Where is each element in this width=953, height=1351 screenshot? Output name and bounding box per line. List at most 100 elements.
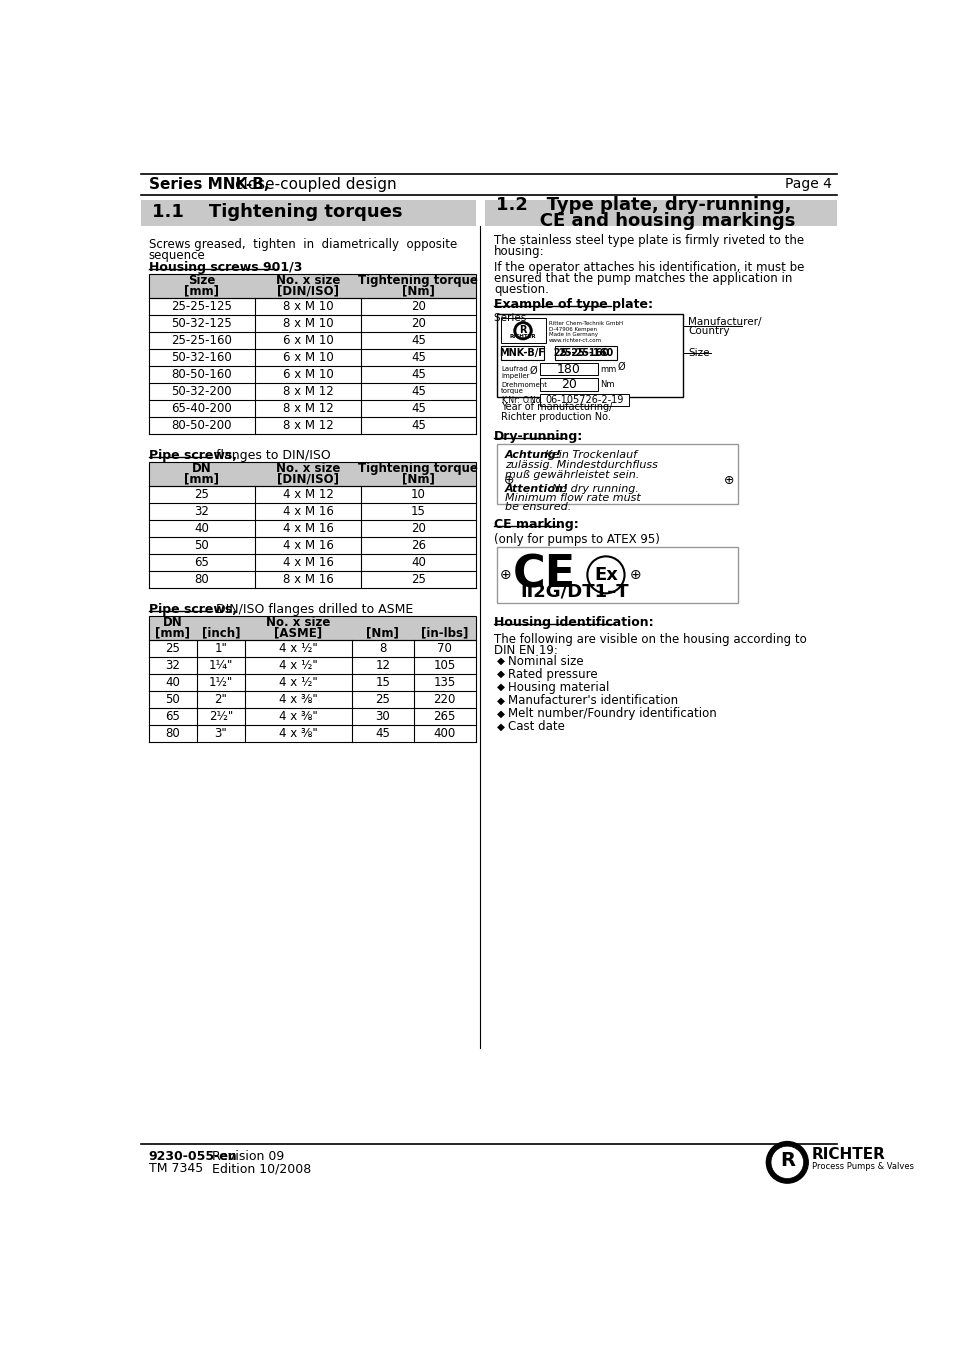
Text: ⊕: ⊕ (503, 474, 514, 488)
Text: 220: 220 (433, 693, 456, 707)
Text: 45: 45 (411, 351, 425, 365)
Text: 2": 2" (214, 693, 227, 707)
Text: 8 x M 16: 8 x M 16 (282, 573, 333, 586)
Text: Tightening torque: Tightening torque (358, 274, 477, 288)
Text: The following are visible on the housing according to: The following are visible on the housing… (494, 634, 806, 646)
Text: 4 x ⅜": 4 x ⅜" (278, 727, 317, 740)
Text: 1.2   Type plate, dry-running,: 1.2 Type plate, dry-running, (496, 196, 791, 215)
Circle shape (513, 322, 532, 340)
Text: DIN/ISO flanges drilled to ASME: DIN/ISO flanges drilled to ASME (212, 604, 413, 616)
Text: [mm]: [mm] (184, 284, 219, 297)
Text: 265: 265 (433, 711, 456, 723)
Text: Pipe screws,: Pipe screws, (149, 604, 236, 616)
Text: Minimum flow rate must: Minimum flow rate must (505, 493, 640, 503)
Text: 50: 50 (165, 693, 180, 707)
Text: 1.1    Tightening torques: 1.1 Tightening torques (152, 203, 402, 222)
Text: 26: 26 (411, 539, 425, 553)
Text: 80-50-160: 80-50-160 (172, 367, 232, 381)
Text: [Nm]: [Nm] (401, 284, 435, 297)
Text: 15: 15 (375, 676, 390, 689)
Text: Richter production No.: Richter production No. (500, 412, 611, 422)
Text: 4 x ⅜": 4 x ⅜" (278, 711, 317, 723)
Text: muß gewährleistet sein.: muß gewährleistet sein. (505, 470, 639, 480)
Text: 1¼": 1¼" (209, 659, 233, 673)
Text: housing:: housing: (494, 245, 544, 258)
Text: Screws greased,  tighten  in  diametrically  opposite: Screws greased, tighten in diametrically… (149, 238, 456, 251)
Text: No. x size: No. x size (266, 616, 330, 630)
Text: question.: question. (494, 282, 549, 296)
Text: ◆: ◆ (497, 721, 505, 731)
Text: No dry running.: No dry running. (551, 484, 638, 494)
Text: Series —: Series — (494, 313, 539, 323)
Text: 45: 45 (411, 419, 425, 432)
Text: 180: 180 (557, 363, 580, 376)
Circle shape (770, 1146, 802, 1178)
Text: 25-25-160: 25-25-160 (546, 349, 608, 358)
Text: 40: 40 (411, 557, 425, 569)
Text: [DIN/ISO]: [DIN/ISO] (276, 471, 338, 485)
Text: Housing identification:: Housing identification: (494, 616, 654, 630)
Text: [in-lbs]: [in-lbs] (420, 626, 468, 639)
Text: 20: 20 (411, 521, 425, 535)
Text: 20: 20 (411, 317, 425, 331)
Text: 4 x ½": 4 x ½" (278, 659, 317, 673)
Text: R: R (518, 326, 526, 335)
Text: Size: Size (188, 274, 215, 288)
Bar (555, 346, 617, 359)
Text: impeller: impeller (500, 373, 529, 380)
Text: 8 x M 12: 8 x M 12 (282, 385, 333, 399)
Text: ◆: ◆ (497, 669, 505, 680)
Text: 45: 45 (411, 367, 425, 381)
Text: 1": 1" (214, 642, 227, 655)
Text: Rated pressure: Rated pressure (508, 667, 598, 681)
Text: 4 x M 16: 4 x M 16 (282, 539, 333, 553)
Text: Edition 10/2008: Edition 10/2008 (212, 1162, 312, 1175)
Text: Cast date: Cast date (508, 720, 564, 734)
Text: 4 x M 16: 4 x M 16 (282, 557, 333, 569)
Text: Laufrad: Laufrad (500, 366, 527, 372)
Text: Tightening torque: Tightening torque (358, 462, 477, 476)
Text: 400: 400 (434, 727, 456, 740)
Text: Revision 09: Revision 09 (212, 1150, 284, 1163)
Text: The stainless steel type plate is firmly riveted to the: The stainless steel type plate is firmly… (494, 234, 803, 247)
Text: 45: 45 (411, 385, 425, 399)
Text: 25-25-160: 25-25-160 (172, 334, 232, 347)
Text: Pipe screws,: Pipe screws, (149, 450, 236, 462)
Text: be ensured.: be ensured. (505, 503, 571, 512)
Text: K.Nr:: K.Nr: (500, 396, 519, 404)
Bar (539, 378, 598, 390)
Text: 40: 40 (194, 521, 209, 535)
Text: [Nm]: [Nm] (366, 626, 398, 639)
Text: If the operator attaches his identification, it must be: If the operator attaches his identificat… (494, 262, 804, 274)
Text: 4 x ½": 4 x ½" (278, 676, 317, 689)
Text: sequence: sequence (149, 249, 205, 262)
Text: Nominal size: Nominal size (508, 655, 583, 667)
Text: Country: Country (687, 326, 729, 336)
Text: 6 x M 10: 6 x M 10 (282, 351, 333, 365)
Text: Melt number/Foundry identification: Melt number/Foundry identification (508, 707, 717, 720)
Text: Size: Size (687, 349, 709, 358)
Bar (497, 313, 682, 397)
Text: 15: 15 (411, 505, 425, 519)
Text: TM 7345: TM 7345 (149, 1162, 203, 1175)
Text: 80: 80 (194, 573, 209, 586)
Text: 25: 25 (194, 488, 209, 501)
Text: 65-40-200: 65-40-200 (172, 403, 232, 415)
Text: 65: 65 (194, 557, 209, 569)
Text: MNK-B/F: MNK-B/F (498, 349, 544, 358)
Text: 135: 135 (434, 676, 456, 689)
Text: 8 x M 10: 8 x M 10 (282, 300, 333, 313)
Text: 4 x ½": 4 x ½" (278, 642, 317, 655)
Text: Drehmoment: Drehmoment (500, 381, 547, 388)
Text: Series MNK-B,: Series MNK-B, (149, 177, 269, 192)
Text: 6 x M 10: 6 x M 10 (282, 367, 333, 381)
Text: 30: 30 (375, 711, 390, 723)
Text: No. x size: No. x size (275, 462, 340, 476)
Text: torque: torque (500, 389, 523, 394)
Bar (539, 394, 629, 407)
Text: Manufacturer/: Manufacturer/ (687, 316, 760, 327)
Bar (149, 274, 476, 299)
Text: 12: 12 (375, 659, 390, 673)
Text: 8 x M 12: 8 x M 12 (282, 419, 333, 432)
Text: RICHTER: RICHTER (811, 1147, 885, 1162)
